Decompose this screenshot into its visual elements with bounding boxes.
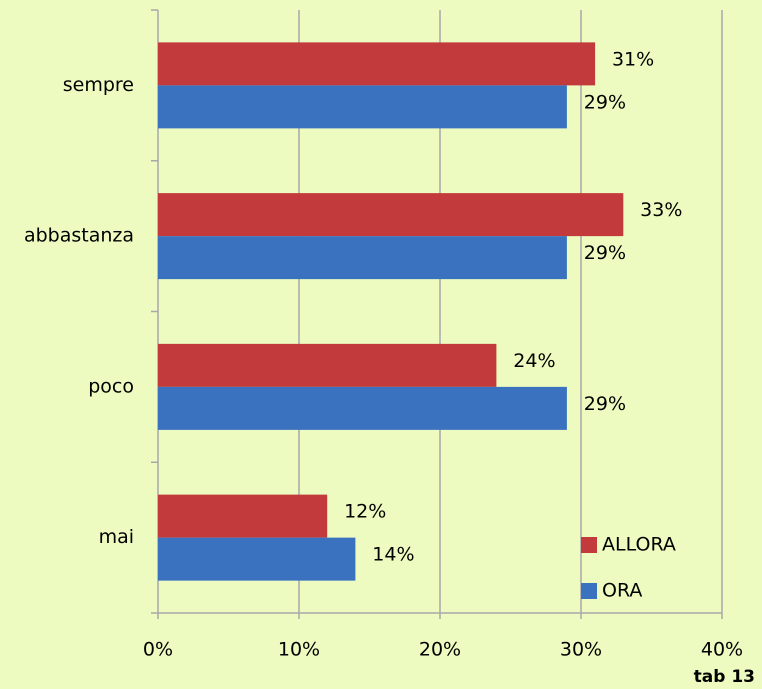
x-tick-label: 20% — [419, 639, 461, 661]
bar — [158, 85, 567, 129]
x-tick-label: 30% — [560, 639, 602, 661]
value-label: 31% — [612, 48, 654, 70]
y-tick-label: abbastanza — [24, 225, 134, 247]
value-label: 12% — [344, 501, 386, 523]
bar — [158, 537, 356, 581]
value-label: 29% — [584, 91, 626, 113]
y-tick-label: sempre — [63, 74, 134, 96]
bar — [158, 386, 567, 430]
bar — [158, 494, 328, 538]
y-tick-label: mai — [99, 526, 134, 548]
value-label: 29% — [584, 242, 626, 264]
x-tick-label: 0% — [143, 639, 173, 661]
legend-swatch — [581, 537, 597, 553]
annotation: tab 13 — [694, 667, 755, 687]
value-label: 29% — [584, 393, 626, 415]
x-tick-label: 40% — [701, 639, 743, 661]
legend-swatch — [581, 583, 597, 599]
bar — [158, 42, 596, 86]
bar — [158, 343, 497, 387]
value-label: 33% — [640, 199, 682, 221]
value-label: 24% — [513, 350, 555, 372]
value-label: 14% — [372, 544, 414, 566]
x-tick-label: 10% — [278, 639, 320, 661]
legend-label: ALLORA — [602, 534, 676, 556]
y-tick-label: poco — [88, 375, 134, 397]
bar — [158, 236, 567, 280]
legend-label: ORA — [602, 580, 642, 602]
bar — [158, 193, 624, 237]
